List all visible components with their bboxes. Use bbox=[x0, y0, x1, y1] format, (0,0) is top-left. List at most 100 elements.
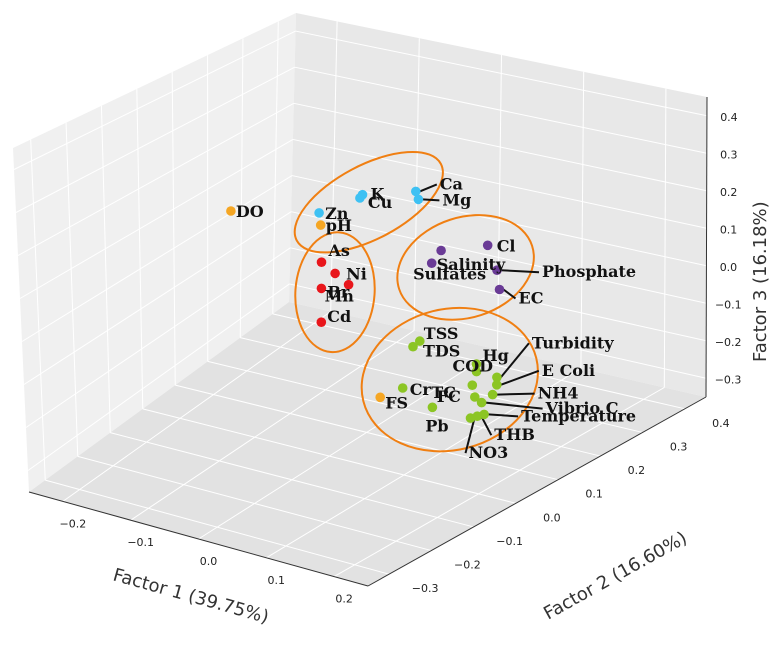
label-cod: COD bbox=[453, 357, 494, 376]
point-do bbox=[226, 206, 236, 216]
label-hg: Hg bbox=[483, 346, 509, 365]
label-mn: Mn bbox=[325, 287, 355, 306]
label-fs: FS bbox=[385, 393, 408, 412]
z-gridline-right bbox=[292, 138, 707, 229]
leader-no3 bbox=[464, 417, 476, 454]
y-tick-label: 0.1 bbox=[585, 488, 603, 501]
x-tick-label: −0.2 bbox=[60, 517, 87, 530]
label-ph: pH bbox=[326, 216, 352, 235]
label-as: As bbox=[328, 241, 350, 260]
y-gridline-floor bbox=[240, 337, 643, 433]
x-gridline-wall bbox=[497, 54, 502, 350]
y-gridline-wall bbox=[272, 21, 279, 314]
z-tick-label: 0.3 bbox=[720, 148, 738, 161]
label-k: K bbox=[371, 185, 386, 204]
z-gridline-left bbox=[15, 66, 295, 213]
z-gridline-left bbox=[13, 30, 296, 170]
y-tick-label: 0.3 bbox=[670, 440, 688, 453]
x-axis-label: Factor 1 (39.75%) bbox=[111, 565, 271, 628]
y-gridline-floor bbox=[110, 432, 474, 528]
cluster-ellipses bbox=[293, 150, 539, 453]
point-pb bbox=[427, 402, 438, 413]
y-gridline-wall bbox=[100, 105, 111, 433]
z-gridline-left bbox=[19, 139, 294, 299]
y-axis-line bbox=[367, 396, 707, 587]
z-axis-line bbox=[705, 96, 708, 398]
x-tick-label: 0.1 bbox=[268, 574, 286, 587]
label-tc: TC bbox=[431, 383, 456, 402]
point-fs bbox=[375, 392, 386, 403]
x-axis-line bbox=[28, 491, 369, 587]
z-tick-label: 0.4 bbox=[720, 111, 738, 124]
z-axis-label: Factor 3 (16.18%) bbox=[750, 201, 771, 362]
label-tds: TDS bbox=[423, 342, 460, 361]
point-ni bbox=[330, 268, 340, 279]
point-zn bbox=[314, 208, 324, 218]
point-tc bbox=[467, 380, 478, 391]
z-gridline-left bbox=[21, 175, 293, 342]
z-tick-label: −0.1 bbox=[715, 298, 742, 311]
point-ph bbox=[315, 220, 326, 230]
y-gridline-floor bbox=[77, 455, 432, 552]
back-left-pane bbox=[13, 13, 296, 492]
point-e-coli bbox=[492, 380, 502, 390]
z-gridline-right bbox=[295, 30, 708, 117]
y-tick-label: 0.4 bbox=[712, 417, 730, 430]
label-temperature: Temperature bbox=[521, 406, 636, 425]
axis-lines bbox=[28, 96, 708, 587]
point-sulfates bbox=[436, 245, 446, 256]
z-tick-label: 0.1 bbox=[720, 223, 738, 236]
label-turbidity: Turbidity bbox=[532, 333, 614, 352]
point-nh4 bbox=[487, 389, 498, 400]
x-gridline-floor bbox=[62, 311, 331, 502]
z-gridline-left bbox=[27, 283, 290, 471]
y-gridline-wall bbox=[171, 72, 176, 386]
point-as bbox=[316, 257, 327, 268]
point-tss bbox=[415, 336, 425, 346]
point-hg bbox=[471, 359, 482, 369]
leader-turbidity bbox=[500, 342, 530, 378]
z-gridline-right bbox=[293, 102, 707, 192]
leader-mg bbox=[422, 198, 440, 202]
leader-temperature bbox=[488, 413, 519, 418]
label-thb: THB bbox=[494, 425, 535, 444]
y-gridline-wall bbox=[65, 122, 79, 457]
label-vibrio-c: Vibrio C bbox=[545, 399, 619, 418]
point-mn bbox=[343, 279, 354, 290]
point-br bbox=[316, 283, 327, 294]
y-tick-label: 0.0 bbox=[543, 511, 561, 524]
y-tick-label: −0.2 bbox=[454, 559, 481, 572]
label-no3: NO3 bbox=[469, 443, 509, 462]
x-gridline-wall bbox=[330, 21, 338, 312]
label-phosphate: Phosphate bbox=[542, 262, 636, 281]
label-ec: EC bbox=[519, 289, 544, 308]
z-tick-labels: −0.3 −0.2 −0.1 0.0 0.1 0.2 0.3 0.4 bbox=[715, 111, 742, 387]
z-gridline-left bbox=[17, 102, 295, 256]
point-mg bbox=[413, 194, 424, 205]
z-gridline-left bbox=[23, 211, 292, 385]
leader-phosphate bbox=[500, 269, 540, 274]
label-ni: Ni bbox=[346, 264, 367, 283]
x-tick-label: 0.2 bbox=[335, 593, 353, 606]
point-cd bbox=[316, 317, 327, 328]
label-tss: TSS bbox=[424, 324, 459, 343]
x-tick-labels: −0.2 −0.1 0.0 0.1 0.2 bbox=[60, 517, 353, 605]
y-gridline-floor bbox=[142, 408, 516, 504]
x-gridline-wall bbox=[413, 38, 420, 331]
x-gridline-floor bbox=[198, 349, 498, 540]
y-gridline-wall bbox=[239, 38, 244, 338]
label-cr: Cr bbox=[410, 380, 432, 399]
z-gridline-right bbox=[289, 283, 707, 379]
y-gridline-wall bbox=[136, 88, 144, 409]
x-tick-label: 0.0 bbox=[200, 555, 218, 568]
point-ca bbox=[411, 186, 421, 197]
x-gridline-floor bbox=[333, 387, 665, 578]
label-e-coli: E Coli bbox=[542, 361, 595, 380]
y-axis-label: Factor 2 (16.60%) bbox=[540, 528, 691, 625]
z-tick-label: 0.2 bbox=[720, 186, 738, 199]
y-tick-labels: −0.3 −0.2 −0.1 0.0 0.1 0.2 0.3 0.4 bbox=[412, 417, 730, 595]
z-gridline-left bbox=[25, 247, 291, 428]
y-tick-label: 0.2 bbox=[628, 464, 646, 477]
label-cu: Cu bbox=[368, 193, 393, 212]
